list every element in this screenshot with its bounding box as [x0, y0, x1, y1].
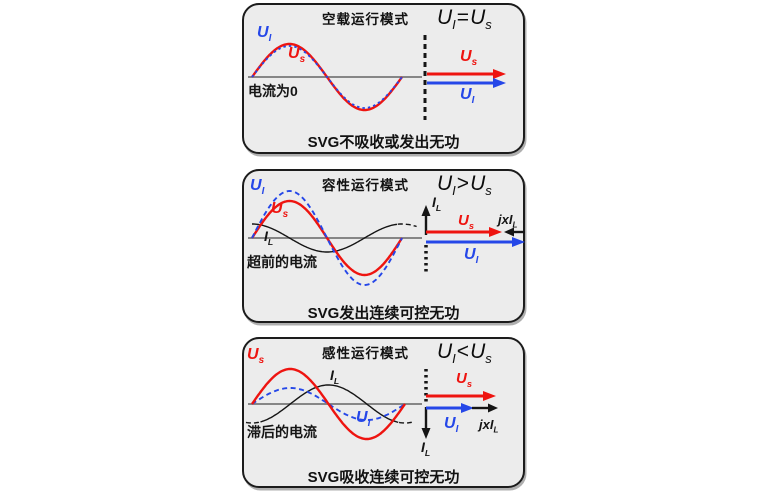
jxil-phasor-arrow-head — [504, 227, 514, 237]
il-phasor-label: IL — [432, 194, 442, 213]
equation-lhs-sub: I — [452, 17, 456, 33]
us-phasor-label: Us — [456, 370, 473, 389]
ui-phasor-arrow-head — [512, 237, 525, 247]
equation-rhs-sub: s — [485, 351, 492, 367]
us-phasor-arrow-head — [483, 391, 496, 401]
mode-equation: UI=Us — [437, 6, 492, 32]
panel-caption: SVG不吸收或发出无功 — [307, 134, 460, 151]
equation-lhs: U — [437, 340, 453, 363]
us-phasor-label: Us — [460, 48, 478, 69]
figure-canvas — [248, 35, 506, 120]
panel-caption: SVG发出连续可控无功 — [307, 305, 460, 322]
ui-wave — [251, 387, 406, 421]
equation-rhs: U — [470, 6, 486, 29]
jxil-phasor-label: jxIL — [479, 417, 499, 435]
il-wave — [252, 223, 398, 253]
ui-wave — [251, 45, 403, 109]
il-wave — [260, 384, 399, 423]
ui-phasor-label: UI — [464, 246, 479, 267]
panel-title: 容性运行模式 — [322, 178, 409, 193]
lagging-current-note: 滞后的电流 — [247, 424, 317, 440]
equation-lhs: U — [437, 6, 453, 29]
figure-canvas — [245, 367, 498, 441]
il-phasor-arrow-head — [421, 205, 431, 216]
mode-equation: UI>Us — [437, 172, 492, 198]
us-wave-label: Us — [271, 200, 289, 221]
equation-operator: < — [456, 340, 470, 363]
zero-current-note: 电流为0 — [248, 83, 298, 99]
il-wave-label: IL — [330, 367, 340, 386]
panel-capacitive-mode: 容性运行模式 UI>Us SVG发出连续可控无功 UI Us IL 超前的电流 IL Us… — [242, 169, 525, 323]
panel-title: 感性运行模式 — [322, 346, 409, 361]
il-wave-label: IL — [264, 228, 274, 247]
equation-rhs: U — [470, 172, 486, 195]
figure-canvas — [248, 190, 525, 286]
us-phasor-arrow-head — [489, 227, 502, 237]
equation-operator: > — [456, 172, 470, 195]
equation-rhs-sub: s — [485, 17, 492, 33]
leading-current-note: 超前的电流 — [247, 254, 317, 270]
equation-lhs-sub: I — [452, 351, 456, 367]
ui-phasor-label: UI — [444, 415, 459, 436]
il-phasor-label: IL — [421, 439, 431, 458]
equation-rhs: U — [470, 340, 486, 363]
us-wave-label: Us — [288, 45, 306, 66]
panel-title: 空载运行模式 — [322, 12, 409, 27]
equation-rhs-sub: s — [485, 183, 492, 199]
ui-phasor-arrow-head — [461, 403, 474, 413]
ui-phasor-arrow-head — [493, 78, 506, 88]
equation-lhs-sub: I — [452, 183, 456, 199]
equation-operator: = — [456, 6, 470, 29]
us-phasor-label: Us — [458, 212, 475, 231]
il-wave-ext — [397, 223, 417, 228]
mode-equation: UI<Us — [437, 340, 492, 366]
us-wave — [251, 199, 404, 277]
ui-phasor-label: UI — [460, 86, 475, 107]
panel-no-load-mode: 空载运行模式 UI=Us SVG不吸收或发出无功 UI Us 电流为0 Us UI — [242, 3, 525, 154]
us-phasor-arrow-head — [493, 69, 506, 79]
panel-inductive-mode: 感性运行模式 UI<Us SVG吸收连续可控无功 Us IL UI 滞后的电流 Us UI… — [242, 337, 525, 488]
ui-wave-label: UI — [250, 177, 265, 198]
us-wave — [251, 367, 406, 441]
il-phasor-arrow-head — [421, 428, 431, 439]
ui-wave-label: UI — [257, 24, 272, 45]
us-wave-label: Us — [247, 346, 265, 367]
ui-wave-label: UI — [356, 409, 371, 430]
jxil-phasor-arrow-head — [488, 403, 498, 413]
il-wave-head — [245, 421, 261, 424]
il-wave-tail — [398, 421, 412, 424]
panel-caption: SVG吸收连续可控无功 — [307, 469, 460, 486]
equation-lhs: U — [437, 172, 453, 195]
jxil-phasor-label: jxIL — [498, 212, 518, 230]
